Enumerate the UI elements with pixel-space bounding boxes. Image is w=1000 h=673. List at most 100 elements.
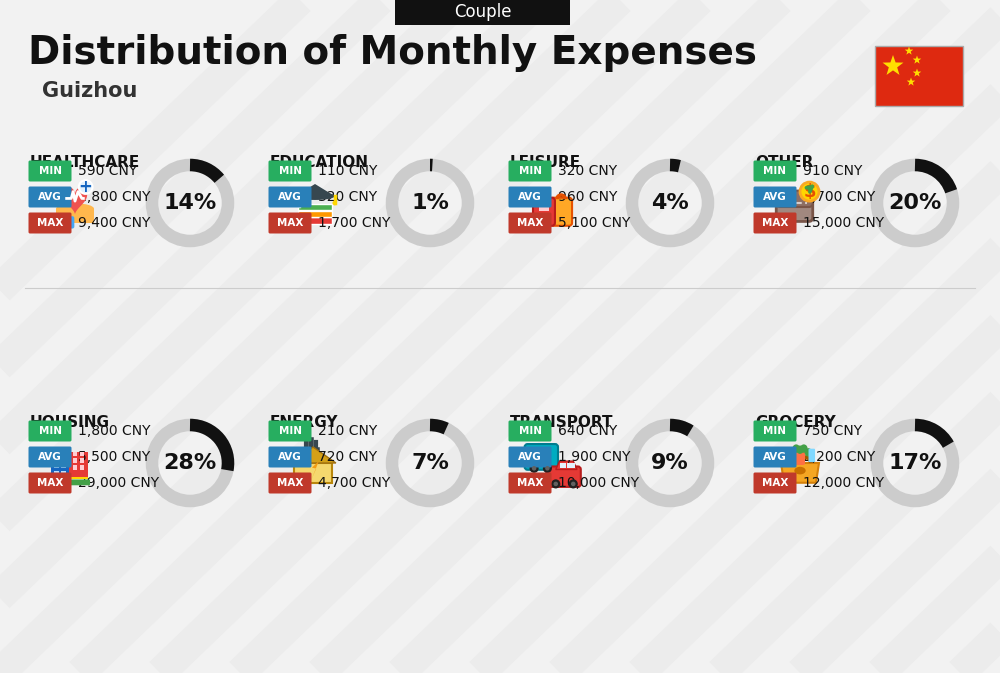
FancyBboxPatch shape: [268, 213, 312, 234]
Polygon shape: [63, 187, 87, 214]
Circle shape: [800, 182, 819, 201]
FancyBboxPatch shape: [54, 457, 59, 462]
FancyBboxPatch shape: [48, 479, 90, 485]
Ellipse shape: [800, 444, 808, 453]
Text: 4%: 4%: [651, 193, 689, 213]
Text: 4,700 CNY: 4,700 CNY: [318, 476, 390, 490]
Polygon shape: [907, 77, 915, 85]
FancyBboxPatch shape: [268, 446, 312, 468]
FancyBboxPatch shape: [808, 449, 815, 462]
FancyBboxPatch shape: [550, 198, 572, 225]
Text: AVG: AVG: [518, 192, 542, 202]
FancyBboxPatch shape: [509, 186, 552, 207]
FancyBboxPatch shape: [776, 190, 813, 207]
Text: 5,500 CNY: 5,500 CNY: [78, 450, 150, 464]
Text: MAX: MAX: [37, 478, 63, 488]
Ellipse shape: [56, 203, 94, 214]
Ellipse shape: [295, 192, 335, 200]
FancyBboxPatch shape: [525, 444, 558, 470]
FancyBboxPatch shape: [268, 160, 312, 182]
Text: Guizhou: Guizhou: [42, 81, 137, 101]
Text: ENERGY: ENERGY: [270, 415, 338, 430]
FancyBboxPatch shape: [28, 421, 72, 441]
Text: 17%: 17%: [888, 453, 942, 473]
Ellipse shape: [794, 467, 806, 474]
FancyBboxPatch shape: [509, 421, 552, 441]
FancyBboxPatch shape: [795, 448, 805, 465]
FancyBboxPatch shape: [567, 462, 575, 468]
Text: AVG: AVG: [38, 192, 62, 202]
FancyBboxPatch shape: [80, 452, 84, 456]
Circle shape: [79, 180, 92, 194]
Text: MAX: MAX: [517, 478, 543, 488]
FancyBboxPatch shape: [509, 446, 552, 468]
Text: 29,000 CNY: 29,000 CNY: [78, 476, 159, 490]
Text: 590 CNY: 590 CNY: [78, 164, 137, 178]
FancyBboxPatch shape: [298, 217, 332, 224]
Text: MAX: MAX: [277, 218, 303, 228]
Text: AVG: AVG: [278, 452, 302, 462]
FancyBboxPatch shape: [754, 472, 796, 493]
FancyBboxPatch shape: [80, 465, 84, 470]
FancyBboxPatch shape: [531, 452, 537, 458]
Text: 1,900 CNY: 1,900 CNY: [558, 450, 631, 464]
FancyBboxPatch shape: [73, 465, 77, 470]
FancyBboxPatch shape: [509, 472, 552, 493]
Ellipse shape: [792, 444, 800, 453]
Text: 10,000 CNY: 10,000 CNY: [558, 476, 639, 490]
Text: 5,100 CNY: 5,100 CNY: [558, 216, 630, 230]
Text: 910 CNY: 910 CNY: [803, 164, 862, 178]
Text: 1%: 1%: [411, 193, 449, 213]
FancyBboxPatch shape: [545, 452, 550, 458]
Text: MAX: MAX: [517, 218, 543, 228]
Text: GROCERY: GROCERY: [755, 415, 836, 430]
FancyBboxPatch shape: [509, 160, 552, 182]
Circle shape: [553, 482, 558, 486]
Text: 2,700 CNY: 2,700 CNY: [803, 190, 875, 204]
Circle shape: [551, 479, 560, 489]
FancyBboxPatch shape: [298, 211, 332, 217]
Text: AVG: AVG: [763, 192, 787, 202]
Text: 15,000 CNY: 15,000 CNY: [803, 216, 884, 230]
Circle shape: [571, 482, 576, 486]
Text: MIN: MIN: [764, 166, 786, 176]
FancyBboxPatch shape: [560, 462, 566, 468]
Polygon shape: [913, 69, 921, 77]
FancyBboxPatch shape: [754, 446, 796, 468]
Circle shape: [545, 466, 550, 470]
Text: 320 CNY: 320 CNY: [558, 164, 617, 178]
Text: MIN: MIN: [38, 166, 62, 176]
Text: TRANSPORT: TRANSPORT: [510, 415, 614, 430]
Polygon shape: [56, 209, 94, 223]
Text: MIN: MIN: [764, 426, 786, 436]
Polygon shape: [883, 55, 903, 75]
FancyBboxPatch shape: [69, 452, 88, 479]
Ellipse shape: [788, 448, 795, 456]
FancyBboxPatch shape: [268, 421, 312, 441]
Circle shape: [332, 201, 337, 205]
FancyBboxPatch shape: [53, 216, 74, 229]
Text: AVG: AVG: [38, 452, 62, 462]
Ellipse shape: [805, 448, 812, 456]
Polygon shape: [290, 447, 336, 463]
Polygon shape: [905, 46, 913, 55]
Text: 210 CNY: 210 CNY: [318, 424, 377, 438]
FancyBboxPatch shape: [538, 452, 544, 458]
FancyBboxPatch shape: [875, 46, 963, 106]
FancyBboxPatch shape: [51, 482, 71, 484]
FancyBboxPatch shape: [61, 470, 66, 475]
FancyBboxPatch shape: [73, 452, 77, 456]
FancyBboxPatch shape: [73, 458, 77, 463]
Text: HEALTHCARE: HEALTHCARE: [30, 155, 140, 170]
Polygon shape: [556, 461, 577, 470]
Text: MIN: MIN: [278, 426, 302, 436]
Polygon shape: [295, 184, 335, 196]
Text: OTHER: OTHER: [755, 155, 813, 170]
Polygon shape: [781, 463, 819, 483]
FancyBboxPatch shape: [754, 186, 796, 207]
FancyBboxPatch shape: [28, 446, 72, 468]
Text: LEISURE: LEISURE: [510, 155, 581, 170]
Text: 110 CNY: 110 CNY: [318, 164, 377, 178]
Text: AVG: AVG: [763, 452, 787, 462]
FancyBboxPatch shape: [298, 204, 332, 210]
